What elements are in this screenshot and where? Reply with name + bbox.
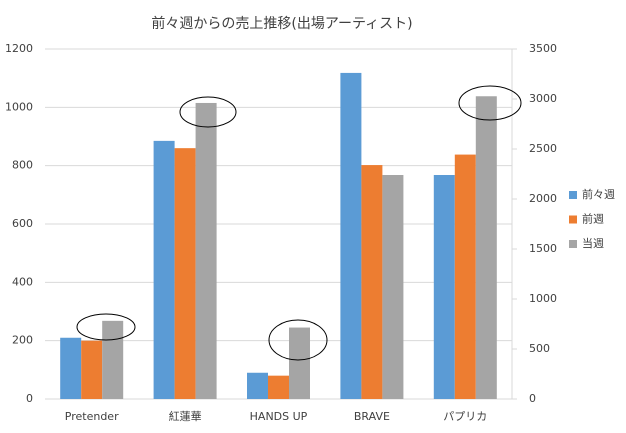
bar (475, 96, 497, 399)
y2-tick-label: 1000 (529, 292, 557, 305)
bar (361, 165, 383, 399)
highlight-ellipse (268, 319, 328, 361)
bar (289, 327, 310, 399)
y-tick-label: 600 (12, 217, 33, 230)
legend-swatch (569, 191, 577, 199)
legend-label: 当週 (582, 236, 604, 250)
bar (247, 372, 268, 399)
bar (454, 154, 476, 399)
legend-label: 前々週 (582, 187, 615, 201)
highlight-ellipse (76, 313, 136, 341)
annotations (76, 85, 522, 361)
bar (268, 375, 289, 399)
x-tick-label: 紅蓮華 (169, 409, 202, 423)
chart-title: 前々週からの売上推移(出場アーティスト) (151, 15, 412, 32)
y-tick-label: 200 (12, 334, 33, 347)
y-tick-label: 0 (26, 392, 33, 405)
y-tick-label: 400 (12, 275, 33, 288)
bar (174, 148, 196, 399)
bar (382, 175, 404, 399)
y2-tick-label: 2000 (529, 192, 557, 205)
x-tick-label: HANDS UP (250, 410, 308, 423)
legend-swatch (569, 215, 577, 224)
y-tick-label: 1000 (5, 100, 33, 113)
bar (195, 102, 217, 399)
y2-tick-label: 0 (529, 392, 536, 405)
bar (102, 320, 124, 399)
y-tick-label: 800 (12, 159, 33, 172)
x-tick-label: BRAVE (354, 410, 390, 423)
y2-tick-label: 500 (529, 342, 550, 355)
bar (60, 337, 82, 399)
x-tick-label: パプリカ (443, 410, 487, 423)
highlight-ellipse (179, 96, 237, 128)
bar (433, 175, 455, 399)
y2-tick-label: 2500 (529, 142, 557, 155)
y2-tick-label: 3500 (529, 42, 557, 55)
y-tick-label: 1200 (5, 42, 33, 55)
bar (340, 72, 362, 400)
x-tick-label: Pretender (65, 410, 119, 423)
legend-swatch (569, 240, 577, 248)
y2-tick-label: 1500 (529, 242, 557, 255)
bar (81, 340, 103, 399)
highlight-ellipse (458, 85, 522, 121)
bar (153, 140, 175, 399)
legend-label: 前週 (582, 212, 604, 226)
y2-tick-label: 3000 (529, 92, 557, 105)
